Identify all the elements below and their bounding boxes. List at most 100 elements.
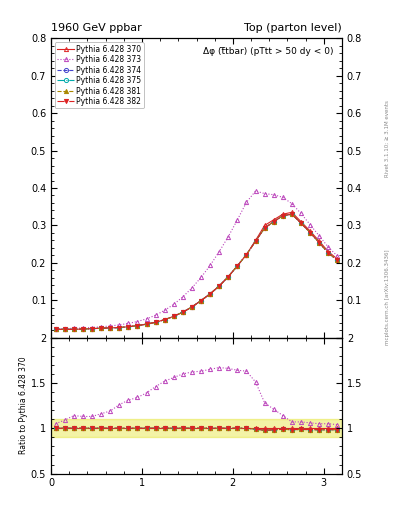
- Pythia 6.428 374: [244, 251, 249, 258]
- Pythia 6.428 374: [317, 240, 321, 246]
- Pythia 6.428 370: [108, 325, 112, 331]
- Pythia 6.428 370: [126, 324, 131, 330]
- Pythia 6.428 375: [189, 304, 194, 310]
- Pythia 6.428 382: [162, 316, 167, 323]
- Pythia 6.428 375: [126, 324, 131, 330]
- Pythia 6.428 381: [208, 291, 213, 297]
- Y-axis label: Ratio to Pythia 6.428 370: Ratio to Pythia 6.428 370: [19, 357, 28, 455]
- Pythia 6.428 374: [217, 283, 222, 289]
- Pythia 6.428 370: [226, 273, 231, 280]
- Pythia 6.428 375: [171, 313, 176, 319]
- Pythia 6.428 381: [290, 211, 294, 217]
- Pythia 6.428 373: [262, 190, 267, 197]
- Pythia 6.428 370: [299, 219, 303, 225]
- Pythia 6.428 382: [281, 212, 285, 219]
- Pythia 6.428 374: [299, 220, 303, 226]
- Pythia 6.428 373: [208, 262, 213, 268]
- Pythia 6.428 375: [144, 321, 149, 327]
- Pythia 6.428 382: [244, 251, 249, 258]
- Pythia 6.428 375: [217, 283, 222, 289]
- Pythia 6.428 381: [299, 220, 303, 226]
- Pythia 6.428 381: [126, 324, 131, 330]
- Pythia 6.428 375: [226, 273, 231, 280]
- Pythia 6.428 375: [81, 326, 85, 332]
- Pythia 6.428 374: [62, 326, 67, 332]
- Pythia 6.428 382: [217, 283, 222, 289]
- Pythia 6.428 374: [153, 319, 158, 325]
- Pythia 6.428 381: [135, 323, 140, 329]
- Pythia 6.428 373: [180, 294, 185, 300]
- Pythia 6.428 375: [317, 240, 321, 246]
- Pythia 6.428 381: [281, 212, 285, 219]
- Pythia 6.428 381: [335, 257, 340, 263]
- Pythia 6.428 373: [217, 248, 222, 254]
- Pythia 6.428 374: [108, 325, 112, 331]
- Text: Top (parton level): Top (parton level): [244, 23, 342, 33]
- Pythia 6.428 374: [126, 324, 131, 330]
- Pythia 6.428 373: [53, 326, 58, 332]
- Line: Pythia 6.428 370: Pythia 6.428 370: [53, 210, 340, 331]
- Pythia 6.428 382: [299, 220, 303, 226]
- Pythia 6.428 382: [171, 313, 176, 319]
- Pythia 6.428 373: [162, 307, 167, 313]
- Pythia 6.428 373: [108, 323, 112, 329]
- Pythia 6.428 370: [135, 323, 140, 329]
- Pythia 6.428 375: [135, 323, 140, 329]
- Pythia 6.428 374: [308, 229, 312, 236]
- Pythia 6.428 370: [281, 211, 285, 217]
- Pythia 6.428 381: [317, 240, 321, 246]
- Pythia 6.428 375: [253, 238, 258, 244]
- Pythia 6.428 374: [180, 309, 185, 315]
- Pythia 6.428 373: [144, 316, 149, 322]
- Pythia 6.428 370: [217, 283, 222, 289]
- Pythia 6.428 381: [226, 273, 231, 280]
- Text: 1960 GeV ppbar: 1960 GeV ppbar: [51, 23, 142, 33]
- Pythia 6.428 375: [153, 319, 158, 325]
- Pythia 6.428 375: [281, 212, 285, 219]
- Pythia 6.428 374: [208, 291, 213, 297]
- Pythia 6.428 375: [99, 325, 103, 331]
- Line: Pythia 6.428 381: Pythia 6.428 381: [53, 212, 340, 331]
- Pythia 6.428 375: [72, 326, 76, 332]
- Pythia 6.428 381: [162, 316, 167, 323]
- Text: Rivet 3.1.10; ≥ 3.1M events: Rivet 3.1.10; ≥ 3.1M events: [385, 100, 390, 177]
- Pythia 6.428 381: [90, 326, 94, 332]
- Pythia 6.428 382: [235, 263, 240, 269]
- Pythia 6.428 374: [189, 304, 194, 310]
- Pythia 6.428 381: [189, 304, 194, 310]
- Pythia 6.428 381: [171, 313, 176, 319]
- Pythia 6.428 381: [199, 297, 204, 304]
- Line: Pythia 6.428 382: Pythia 6.428 382: [53, 212, 340, 331]
- Pythia 6.428 370: [199, 297, 204, 304]
- Pythia 6.428 373: [317, 233, 321, 239]
- Text: mcplots.cern.ch [arXiv:1306.3436]: mcplots.cern.ch [arXiv:1306.3436]: [385, 249, 390, 345]
- Pythia 6.428 382: [117, 325, 121, 331]
- Pythia 6.428 382: [189, 304, 194, 310]
- Pythia 6.428 374: [262, 225, 267, 231]
- Pythia 6.428 374: [53, 326, 58, 332]
- Pythia 6.428 382: [62, 326, 67, 332]
- Pythia 6.428 382: [290, 211, 294, 217]
- Pythia 6.428 373: [117, 322, 121, 328]
- Pythia 6.428 374: [253, 238, 258, 244]
- Pythia 6.428 370: [326, 248, 331, 254]
- Pythia 6.428 374: [199, 297, 204, 304]
- Pythia 6.428 370: [272, 217, 276, 223]
- Pythia 6.428 370: [53, 326, 58, 332]
- Pythia 6.428 370: [72, 326, 76, 332]
- Pythia 6.428 370: [99, 325, 103, 331]
- Pythia 6.428 374: [162, 316, 167, 323]
- Pythia 6.428 382: [308, 229, 312, 236]
- Pythia 6.428 373: [81, 325, 85, 331]
- Pythia 6.428 375: [262, 225, 267, 231]
- Pythia 6.428 374: [226, 273, 231, 280]
- Pythia 6.428 375: [299, 220, 303, 226]
- Pythia 6.428 374: [281, 212, 285, 219]
- Pythia 6.428 381: [217, 283, 222, 289]
- Pythia 6.428 370: [208, 291, 213, 297]
- Pythia 6.428 382: [180, 309, 185, 315]
- Pythia 6.428 381: [144, 321, 149, 327]
- Pythia 6.428 370: [189, 304, 194, 310]
- Pythia 6.428 373: [253, 188, 258, 194]
- Pythia 6.428 375: [335, 257, 340, 263]
